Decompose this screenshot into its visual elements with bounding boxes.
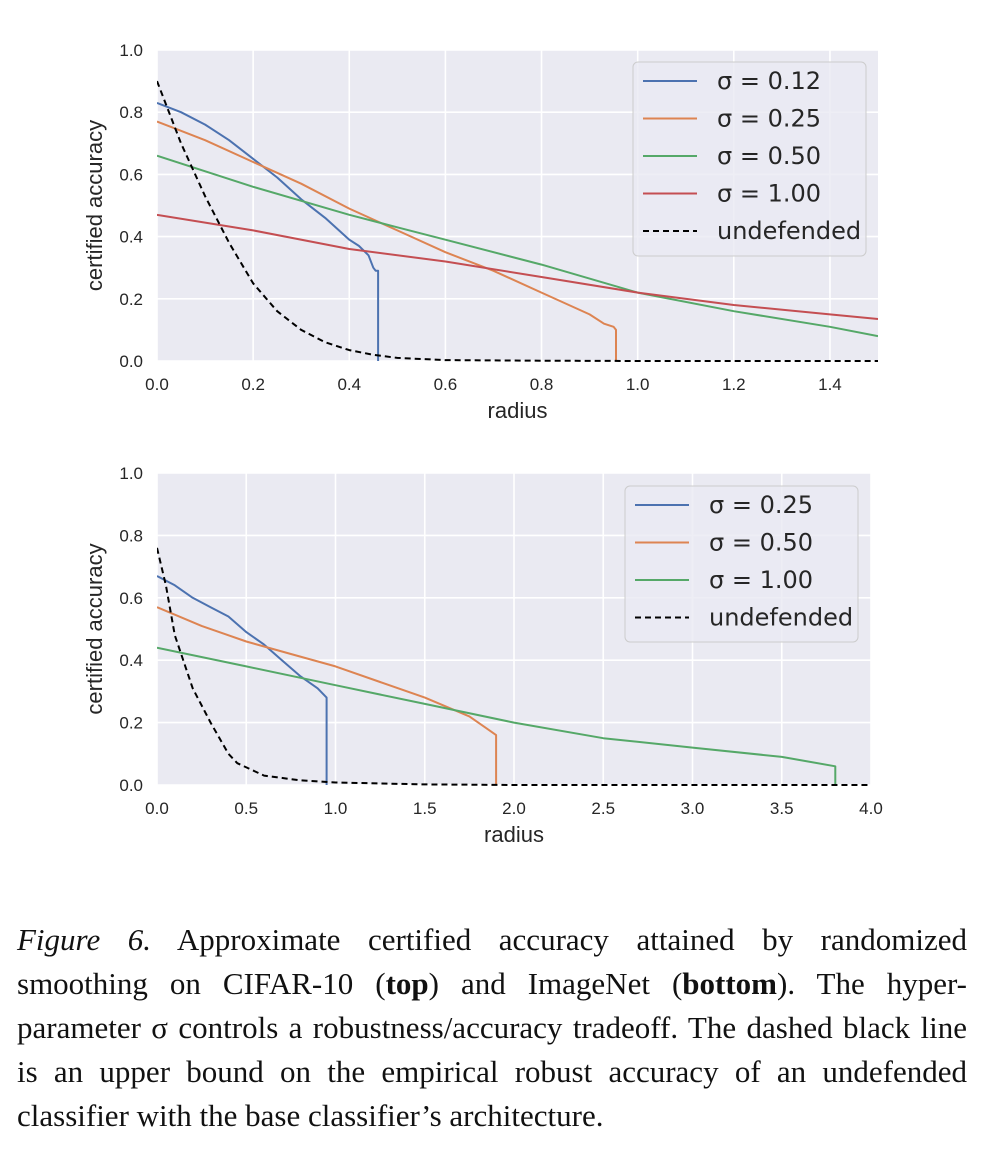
chart-2-legend-label: σ = 0.50 [709,529,813,557]
chart-1-x-tick-label: 1.0 [626,375,650,394]
chart-2-x-tick-label: 2.0 [502,799,526,818]
chart-2-x-tick-label: 3.0 [681,799,705,818]
chart-2-y-tick-label: 1.0 [119,464,143,483]
chart-1-legend-box [632,61,867,257]
chart-1-series-line-sigma-1 [157,101,380,361]
chart-2-x-tick-label: 2.5 [591,799,615,818]
caption-text-2: ) and ImageNet ( [428,966,683,1001]
chart-1-x-tick-label: 0.6 [434,375,458,394]
chart-1-x-tick-label: 0.0 [145,375,169,394]
chart-1-x-tick-label: 0.4 [337,375,361,394]
chart-2-y-axis-label: certified accuracy [82,543,107,714]
chart-2-x-tick-label: 4.0 [859,799,883,818]
chart-1-y-axis-label: certified accuracy [82,120,107,291]
chart-1-x-axis-label: radius [488,398,548,423]
chart-2-series-line-sigma-1 [157,575,328,785]
chart-2-y-tick-label: 0.0 [119,776,143,795]
chart-1-y-tick-label: 0.2 [119,290,143,309]
chart-1-series-line-sigma-3 [157,154,878,338]
chart-1-y-tick-label: 0.8 [119,103,143,122]
chart-1-x-tick-label: 0.2 [241,375,265,394]
chart-1-y-tick-label: 0.4 [119,228,143,247]
chart-1-y-tick-label: 1.0 [119,41,143,60]
chart-2-x-axis-label: radius [484,822,544,847]
chart-2-legend-label: σ = 0.25 [709,491,813,519]
caption-label: Figure 6. [17,922,152,957]
figure-charts: 0.0 0.2 0.4 0.6 0.8 1.0 1.2 1.4 0.0 0.2 0.4 0.6 0.8 1… [82,41,883,847]
chart-1-legend-label: σ = 0.25 [717,105,821,133]
chart-2-group: 0.0 0.5 1.0 1.5 2.0 2.5 3.0 3.5 4.0 0.0 0.2 0.4 0.6 0… [82,464,883,847]
chart-2-x-tick-label: 0.5 [234,799,258,818]
chart-2-y-tick-label: 0.2 [119,714,143,733]
chart-2-series-line-sigma-3 [157,646,837,785]
chart-2-series-line-undefended [157,547,871,786]
chart-2-x-tick-label: 1.5 [413,799,437,818]
chart-1-series-line-undefended [157,80,878,362]
chart-2-legend-box [624,485,859,643]
chart-1-legend-label: σ = 1.00 [717,180,821,208]
chart-1-legend-label: σ = 0.50 [717,142,821,170]
caption-text-3: ). The hyper-parameter σ controls a robu… [17,966,967,1133]
chart-1-legend-label: undefended [717,217,861,245]
caption-bold-top: top [385,966,429,1001]
chart-1-series-line-sigma-2 [157,120,617,361]
chart-1-y-tick-label: 0.6 [119,165,143,184]
chart-2-series-line-sigma-2 [157,606,498,785]
chart-2-legend-label: undefended [709,604,853,632]
chart-2-legend-label: σ = 1.00 [709,566,813,594]
chart-2-y-tick-label: 0.8 [119,526,143,545]
chart-2-x-tick-label: 1.0 [324,799,348,818]
chart-2-x-tick-label: 3.5 [770,799,794,818]
figure-caption: Figure 6. Approximate certified accuracy… [17,918,967,1138]
chart-2-y-tick-label: 0.4 [119,651,143,670]
chart-1-series-line-sigma-4 [157,213,878,320]
chart-1-y-tick-label: 0.0 [119,352,143,371]
chart-1-x-tick-label: 1.2 [722,375,746,394]
chart-1-x-tick-label: 1.4 [818,375,842,394]
chart-2-y-tick-label: 0.6 [119,589,143,608]
chart-1-x-tick-label: 0.8 [530,375,554,394]
chart-1-legend-label: σ = 0.12 [717,67,821,95]
chart-2-x-tick-label: 0.0 [145,799,169,818]
caption-text-1: Approximate certified accuracy attained … [17,922,967,1001]
caption-bold-bottom: bottom [682,966,777,1001]
chart-1-group: 0.0 0.2 0.4 0.6 0.8 1.0 1.2 1.4 0.0 0.2 0.4 0.6 0.8 1… [82,41,878,423]
